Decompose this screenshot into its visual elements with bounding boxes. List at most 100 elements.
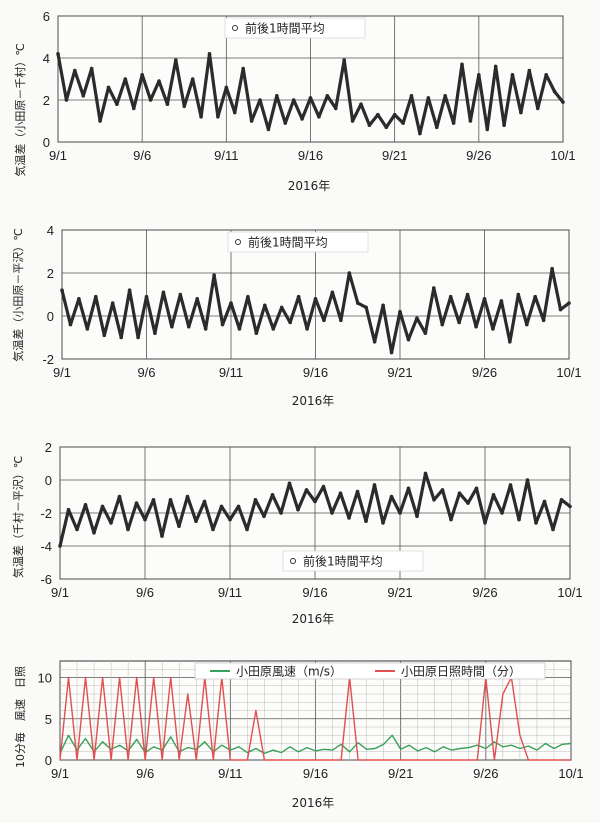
data-point — [246, 294, 250, 299]
data-point — [308, 96, 313, 100]
data-point — [474, 324, 478, 329]
data-point — [110, 301, 115, 305]
y-tick-label: 2 — [45, 440, 52, 455]
data-point — [253, 498, 258, 502]
data-point — [195, 297, 199, 301]
data-point — [168, 498, 173, 502]
chart-2-xlabel: 2016年 — [292, 394, 335, 408]
data-point — [228, 517, 232, 522]
data-point — [77, 297, 81, 301]
data-point — [81, 94, 86, 98]
data-point — [241, 66, 245, 71]
data-point — [68, 322, 73, 327]
data-point — [232, 110, 237, 115]
data-point — [502, 123, 506, 127]
data-point — [296, 507, 300, 512]
data-point — [415, 514, 419, 519]
y-tick-label: 10 — [38, 671, 52, 686]
x-tick-label: 9/6 — [133, 148, 151, 163]
data-point — [333, 106, 338, 111]
data-point — [550, 266, 554, 271]
data-point — [457, 320, 461, 325]
x-tick-label: 9/26 — [466, 148, 491, 163]
x-tick-label: 9/21 — [382, 148, 407, 163]
chart-panel-2: 気温差（小田原－平沢）℃ 9/1 9/6 9/11 9/16 9/21 9/26 10/1 -… — [0, 215, 600, 420]
data-point — [174, 58, 178, 62]
data-point — [426, 96, 431, 100]
data-point — [170, 324, 174, 329]
data-point — [533, 294, 537, 299]
data-point — [423, 471, 428, 476]
chart-1-svg: 気温差（小田原－千村）℃ 9/1 9/6 9/11 9/16 9/21 9/26 10/1 0… — [13, 9, 576, 193]
data-point — [517, 517, 521, 522]
x-tick-label: 9/26 — [472, 365, 497, 380]
y-tick-label: 0 — [43, 135, 50, 150]
data-point — [406, 486, 411, 491]
legend-marker — [290, 558, 296, 564]
data-point — [423, 331, 428, 335]
x-tick-label: 9/1 — [51, 766, 69, 781]
y-tick-label: 2 — [43, 93, 50, 108]
chart-panel-1: 気温差（小田原－千村）℃ 9/1 9/6 9/11 9/16 9/21 9/26 10/1 0… — [0, 0, 600, 200]
data-point — [392, 112, 397, 117]
data-point — [398, 309, 402, 314]
legend-box — [282, 550, 424, 572]
data-point — [468, 119, 473, 123]
data-point — [384, 125, 389, 130]
data-point — [64, 98, 69, 102]
data-point — [73, 68, 77, 73]
data-point — [131, 106, 136, 111]
x-tick-label: 10/1 — [556, 365, 581, 380]
data-point — [136, 335, 140, 340]
y-tick-label: 4 — [47, 223, 54, 238]
data-point — [508, 483, 513, 487]
data-point — [499, 299, 504, 303]
data-point — [60, 288, 64, 292]
legend-marker — [235, 239, 241, 245]
chart-panel-4: 10分毎 風速 日照 9/1 9/6 9/11 9/16 9/21 9/26 10/1 0 5 1… — [0, 655, 600, 823]
data-point — [249, 119, 254, 123]
x-tick-label: 9/16 — [298, 148, 323, 163]
data-point — [347, 271, 352, 275]
data-point — [216, 115, 220, 119]
x-tick-label: 9/26 — [472, 585, 497, 600]
data-point — [305, 327, 309, 331]
data-point — [364, 305, 369, 310]
data-point — [482, 297, 487, 301]
legend-label: 前後1時間平均 — [245, 21, 325, 36]
data-point — [229, 301, 233, 305]
data-point — [448, 294, 453, 299]
data-point — [94, 294, 98, 299]
data-point — [457, 491, 462, 495]
data-point — [279, 305, 284, 310]
data-point — [485, 127, 490, 132]
data-point — [100, 504, 105, 509]
chart-2-svg: 気温差（小田原－平沢）℃ 9/1 9/6 9/11 9/16 9/21 9/26 10/1 -… — [11, 223, 582, 408]
data-point — [266, 127, 271, 132]
x-tick-label: 9/11 — [218, 585, 242, 600]
chart-3-ylabel: 気温差（千村－平沢）℃ — [11, 456, 25, 578]
data-point — [541, 318, 546, 323]
x-tick-label: 9/6 — [136, 766, 154, 781]
data-point — [313, 297, 318, 301]
data-point — [123, 77, 128, 81]
data-point — [401, 121, 405, 125]
x-tick-label: 9/21 — [388, 766, 413, 781]
data-point — [367, 123, 372, 127]
data-point — [115, 102, 119, 106]
x-tick-label: 9/11 — [214, 148, 238, 163]
y-tick-label: -2 — [42, 352, 54, 367]
data-point — [165, 102, 170, 106]
data-point — [338, 491, 343, 495]
data-point — [182, 104, 187, 109]
data-point — [508, 340, 512, 344]
data-point — [117, 494, 122, 499]
data-point — [552, 89, 557, 94]
data-point — [313, 499, 317, 504]
chart-3-xlabel: 2016年 — [292, 612, 335, 626]
data-point — [477, 73, 481, 77]
data-point — [177, 524, 181, 528]
x-tick-label: 9/1 — [49, 148, 67, 163]
x-tick-label: 9/16 — [303, 365, 328, 380]
data-point — [440, 322, 445, 327]
